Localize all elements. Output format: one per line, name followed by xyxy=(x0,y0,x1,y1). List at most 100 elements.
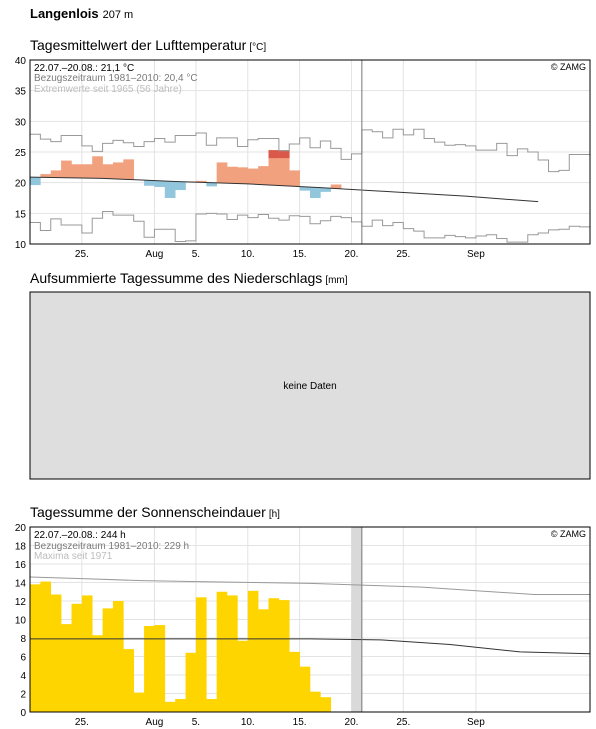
temp-x-tick-label: 15. xyxy=(293,249,307,260)
temp-bar-warm xyxy=(81,164,93,179)
temp-extreme-max-line xyxy=(30,128,590,173)
temp-bar-warm xyxy=(247,168,259,185)
temperature-panel-title: Tagesmittelwert der Lufttemperatur [°C] xyxy=(30,37,266,53)
sun-y-tick-label: 0 xyxy=(20,708,26,719)
sun-y-tick-label: 16 xyxy=(15,560,27,571)
temp-bar-warm xyxy=(61,160,72,178)
sun-x-tick-label: Sep xyxy=(467,717,485,728)
sun-maxima-line xyxy=(29,576,590,596)
sun-x-tick-label: Aug xyxy=(146,717,164,728)
temp-bar-cool xyxy=(299,186,311,191)
precip-nodata-area xyxy=(29,291,591,480)
temp-x-tick-label: 25. xyxy=(396,249,410,260)
temp-bar-warm xyxy=(102,164,114,179)
sun-bar xyxy=(71,603,83,712)
sun-y-tick-label: 10 xyxy=(15,616,27,627)
temp-copyright: © ZAMG xyxy=(551,62,586,72)
sun-frame xyxy=(29,526,591,713)
temp-x-tick-label: 25. xyxy=(75,249,89,260)
temp-info-observed: 22.07.–20.08.: 21,1 °C xyxy=(34,63,134,74)
temp-extreme-min-line xyxy=(30,210,590,243)
sun-bar xyxy=(299,666,311,712)
sun-bar xyxy=(195,597,207,712)
sun-x-tick-label: 15. xyxy=(293,717,307,728)
temp-bar-warm xyxy=(268,150,280,186)
temp-bar-hot xyxy=(278,150,290,159)
temp-y-tick-label: 40 xyxy=(15,56,27,67)
temp-bar-warm xyxy=(92,156,103,179)
temp-bar-warm xyxy=(195,180,207,183)
sun-bar xyxy=(268,598,280,712)
sun-reference-line xyxy=(30,638,591,655)
temp-y-tick-label: 25 xyxy=(15,148,27,159)
sun-x-tick-label: 25. xyxy=(75,717,89,728)
temp-bar-warm xyxy=(71,164,83,178)
sun-bar xyxy=(185,652,197,712)
temp-bar-warm xyxy=(112,162,124,180)
precipitation-panel-title: Aufsummierte Tagessumme des Niederschlag… xyxy=(30,270,348,286)
temp-bar-warm xyxy=(227,166,238,184)
station-header: Langenlois 207 m xyxy=(30,6,133,21)
temp-bar-cool xyxy=(144,180,155,186)
temp-y-tick-label: 20 xyxy=(15,179,27,190)
temp-x-tick-label: 5. xyxy=(192,249,200,260)
temp-bar-warm xyxy=(330,184,342,189)
sun-bar xyxy=(154,625,166,712)
sun-bar xyxy=(247,590,259,712)
temp-bar-hot xyxy=(268,150,280,159)
temp-x-tick-label: 10. xyxy=(241,249,255,260)
temp-y-tick-label: 30 xyxy=(15,117,27,128)
temp-bar-cool xyxy=(154,180,166,187)
temp-x-tick-label: 20. xyxy=(345,249,359,260)
sun-y-tick-label: 8 xyxy=(20,634,26,645)
sun-bar xyxy=(102,608,114,712)
sun-bar xyxy=(92,635,103,712)
temp-info-extremes: Extremwerte seit 1965 (56 Jahre) xyxy=(34,84,182,95)
temp-bar-cool xyxy=(310,187,321,198)
sun-bar xyxy=(81,595,93,712)
sun-bar xyxy=(112,601,124,712)
sun-bar xyxy=(50,594,62,712)
temperature-title: Tagesmittelwert der Lufttemperatur xyxy=(30,37,247,53)
temp-bar-warm xyxy=(123,159,135,180)
sun-y-tick-label: 12 xyxy=(15,597,27,608)
sun-y-tick-label: 20 xyxy=(15,523,27,534)
temp-bar-warm xyxy=(278,150,290,186)
sun-bar xyxy=(227,595,238,712)
temp-frame xyxy=(29,59,591,245)
temp-bar-warm xyxy=(50,170,62,178)
sun-y-tick-label: 2 xyxy=(20,690,26,701)
temp-bar-cool xyxy=(164,181,176,198)
sun-today-band xyxy=(351,527,362,712)
sun-bar xyxy=(289,651,300,712)
temp-bar-warm xyxy=(216,162,228,184)
sun-bar xyxy=(206,699,217,712)
sun-y-tick-label: 18 xyxy=(15,542,27,553)
station-name: Langenlois xyxy=(30,6,99,21)
precip-no-data-label: keine Daten xyxy=(283,381,336,392)
precipitation-unit: [mm] xyxy=(325,275,348,286)
temp-y-tick-label: 15 xyxy=(15,209,27,220)
sun-copyright: © ZAMG xyxy=(551,529,586,539)
sun-x-tick-label: 5. xyxy=(192,717,200,728)
sun-y-tick-label: 4 xyxy=(20,671,26,682)
sunshine-title: Tagessumme der Sonnenscheindauer xyxy=(30,504,266,520)
sun-info-maxima: Maxima seit 1971 xyxy=(34,551,113,562)
sun-bar xyxy=(144,625,155,712)
sun-bar xyxy=(123,649,135,712)
station-altitude: 207 m xyxy=(102,9,134,21)
sun-bar xyxy=(133,692,145,712)
sun-bar xyxy=(61,624,72,712)
temp-bar-cool xyxy=(320,187,332,192)
sun-x-tick-label: 20. xyxy=(345,717,359,728)
sun-y-tick-label: 14 xyxy=(15,579,27,590)
temp-bar-warm xyxy=(40,174,52,178)
precipitation-title: Aufsummierte Tagessumme des Niederschlag… xyxy=(30,270,323,286)
sunshine-panel-title: Tagessumme der Sonnenscheindauer [h] xyxy=(30,504,280,520)
sun-x-tick-label: 25. xyxy=(396,717,410,728)
temp-y-tick-label: 10 xyxy=(15,240,27,251)
temp-bar-warm xyxy=(237,167,249,184)
temp-bar-cool xyxy=(30,177,41,186)
sun-bar xyxy=(258,609,269,712)
